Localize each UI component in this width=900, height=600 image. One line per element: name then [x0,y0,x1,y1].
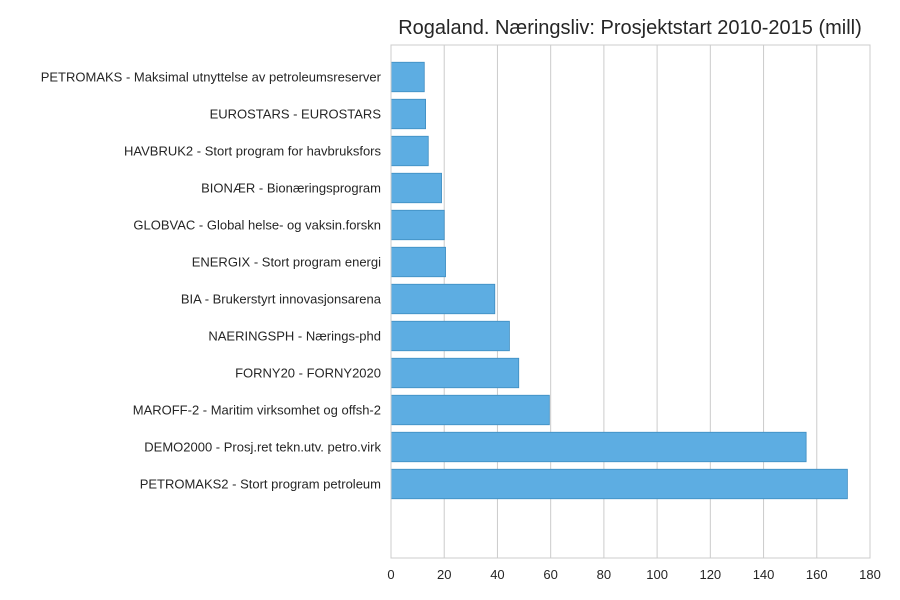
bar [390,394,550,426]
category-label: PETROMAKS - Maksimal utnyttelse av petro… [41,70,382,85]
bar [390,209,445,241]
plot-frame [390,44,871,559]
bar [390,283,496,315]
x-tick-label: 20 [437,567,451,582]
category-label: EUROSTARS - EUROSTARS [210,107,382,122]
bar [390,172,442,204]
bar [390,61,425,93]
category-label: ENERGIX - Stort program energi [192,255,381,270]
x-tick-label: 60 [543,567,557,582]
bar [390,320,510,352]
bar [390,98,426,130]
x-tick-label: 180 [859,567,881,582]
bar [390,468,848,500]
x-tick-label: 0 [387,567,394,582]
bar [390,246,446,278]
category-label: GLOBVAC - Global helse- og vaksin.forskn [133,218,381,233]
category-label: NAERINGSPH - Nærings-phd [208,329,381,344]
category-label: FORNY20 - FORNY2020 [235,366,381,381]
category-label: DEMO2000 - Prosj.ret tekn.utv. petro.vir… [144,440,381,455]
category-labels: PETROMAKS - Maksimal utnyttelse av petro… [41,70,382,492]
chart-title: Rogaland. Næringsliv: Prosjektstart 2010… [398,17,862,39]
bar [390,135,429,167]
x-tick-label: 100 [646,567,668,582]
category-label: MAROFF-2 - Maritim virksomhet og offsh-2 [133,403,381,418]
x-tick-label: 140 [753,567,775,582]
bar [390,357,520,389]
x-tick-label: 40 [490,567,504,582]
category-label: HAVBRUK2 - Stort program for havbruksfor… [124,144,381,159]
category-label: PETROMAKS2 - Stort program petroleum [140,477,381,492]
x-tick-labels: 0 20 40 60 80 100 120 140 160 180 [387,567,880,582]
bars [390,61,848,500]
category-label: BIA - Brukerstyrt innovasjonsarena [181,292,382,307]
bar [390,431,807,463]
x-tick-label: 80 [597,567,611,582]
x-tick-label: 120 [699,567,721,582]
x-tick-label: 160 [806,567,828,582]
category-label: BIONÆR - Bionæringsprogram [201,181,381,196]
